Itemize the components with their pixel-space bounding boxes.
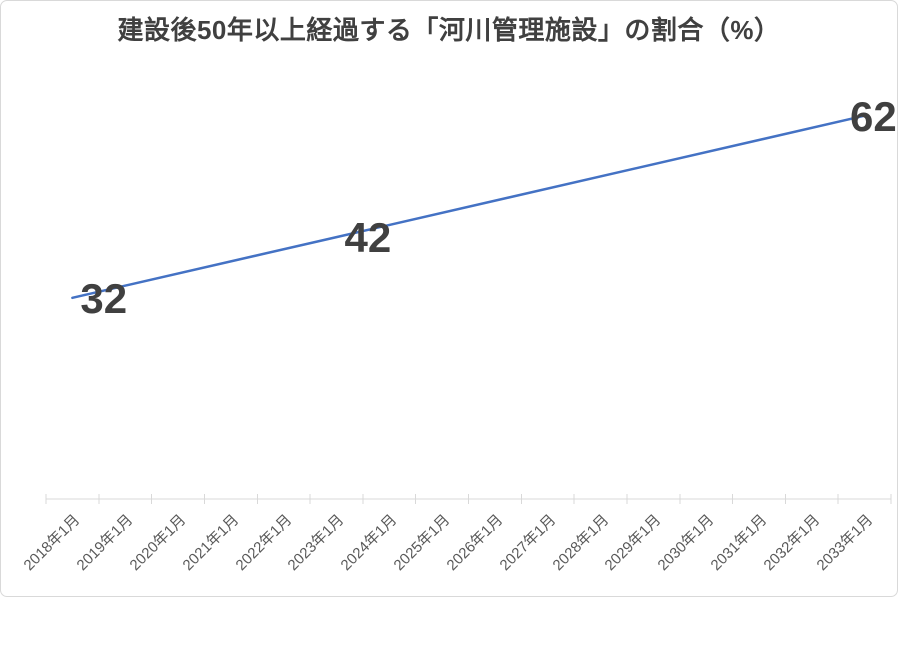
data-label: 62 — [850, 92, 897, 140]
line-plot — [45, 114, 892, 504]
data-label: 42 — [344, 214, 392, 262]
chart-canvas: 建設後50年以上経過する「河川管理施設」の割合（%） 32 42 62 2018年1… — [0, 0, 898, 597]
chart-title: 建設後50年以上経過する「河川管理施設」の割合（%） — [117, 15, 781, 45]
series-line — [71, 114, 866, 300]
data-label: 32 — [80, 274, 128, 322]
